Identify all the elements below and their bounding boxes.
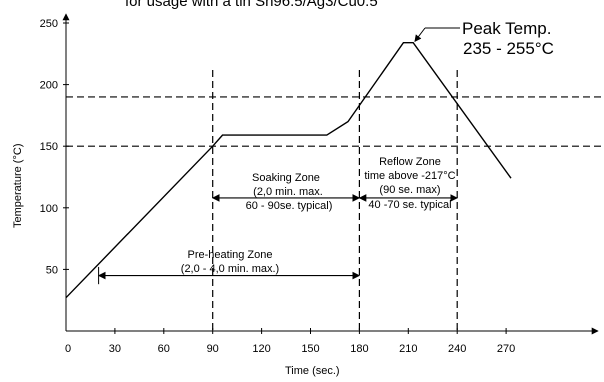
temperature-line [65,42,512,299]
x-tick-label: 150 [301,343,319,355]
x-tick-label: 30 [109,343,121,355]
reference-lines [66,70,604,331]
x-tick-label: 90 [207,343,219,355]
zone-spans [97,194,458,285]
axes [62,13,599,335]
y-tick-label: 200 [40,80,58,92]
peak-arrow [414,27,426,43]
y-tick-label: 100 [40,203,58,215]
reflow-zone-max: (90 se. max) [379,184,440,196]
y-tick-label: 250 [40,18,58,30]
peak-temp-label: Peak Temp. [462,19,551,38]
x-tick-label: 60 [158,343,170,355]
preheating-zone-limit: (2,0 - 4,0 min. max.) [181,263,279,275]
reflow-zone-time-above: time above -217°C [364,170,455,182]
soaking-zone-title: Soaking Zone [252,172,320,184]
x-tick-label: 240 [448,343,466,355]
soaking-zone-typical: 60 - 90se. typical) [246,200,333,212]
x-tick-label: 210 [399,343,417,355]
reflow-zone-typical: 40 -70 se. typical [368,199,451,211]
peak-temp-range: 235 - 255°C [463,39,554,58]
x-tick-label: 0 [65,343,71,355]
x-tick-label: 270 [497,343,515,355]
temperature-curve [65,27,512,299]
y-tick-label: 150 [40,141,58,153]
x-axis-label: Time (sec.) [285,365,340,377]
x-tick-label: 120 [252,343,270,355]
tick-labels: 0 30 60 90 120 150 180 210 240 270 50 100 150 200 250 [40,18,516,355]
y-tick-label: 50 [46,264,58,276]
preheating-zone-title: Pre-heating Zone [188,249,273,261]
chart-title: for usage with a tin Sn96.5/Ag3/Cu0.5 [125,0,378,10]
reflow-zone-title: Reflow Zone [379,156,441,168]
soaking-zone-limit: (2,0 min. max. [253,186,323,198]
x-tick-label: 180 [350,343,368,355]
y-axis-label: Temperature (°C) [12,144,24,228]
